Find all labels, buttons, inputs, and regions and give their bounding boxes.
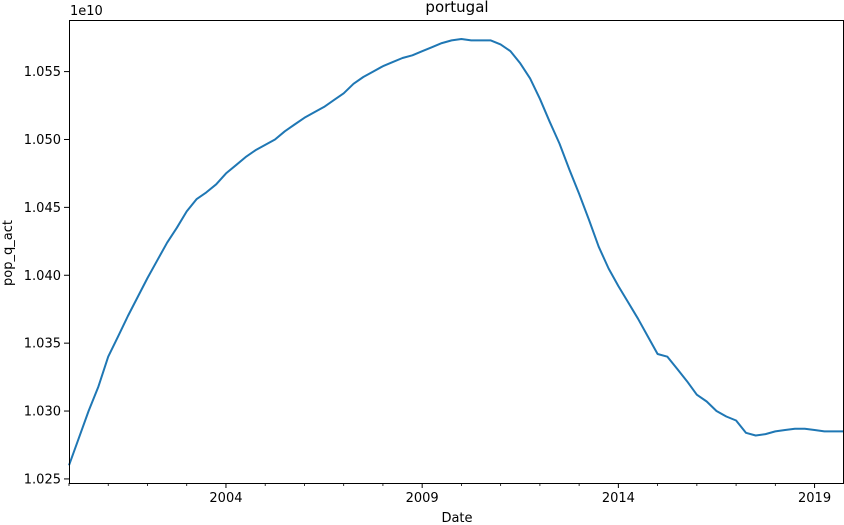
series-line bbox=[68, 38, 844, 466]
y-tick-label: 1.040 bbox=[24, 269, 61, 284]
y-tick-label: 1.055 bbox=[24, 65, 61, 80]
plot-frame bbox=[69, 20, 844, 484]
y-tick-label: 1.045 bbox=[24, 201, 61, 216]
y-axis-title: pop_q_act bbox=[1, 220, 16, 286]
x-tick-label: 2009 bbox=[406, 491, 439, 506]
chart-title: portugal bbox=[425, 0, 488, 16]
x-tick-label: 2014 bbox=[602, 491, 635, 506]
x-tick-label: 2019 bbox=[798, 491, 831, 506]
x-tick-label: 2004 bbox=[209, 491, 242, 506]
series-group bbox=[68, 38, 844, 466]
y-offset-label: 1e10 bbox=[70, 4, 103, 19]
x-axis-title: Date bbox=[441, 511, 472, 525]
y-axis-ticks: 1.025 1.030 1.035 1.040 1.045 1.050 1.055 bbox=[24, 65, 69, 487]
y-tick-label: 1.050 bbox=[24, 133, 61, 148]
y-tick-label: 1.035 bbox=[24, 337, 61, 352]
y-tick-label: 1.025 bbox=[24, 472, 61, 487]
y-tick-label: 1.030 bbox=[24, 405, 61, 420]
x-axis-ticks: 2004 2009 2014 2019 bbox=[68, 483, 831, 506]
